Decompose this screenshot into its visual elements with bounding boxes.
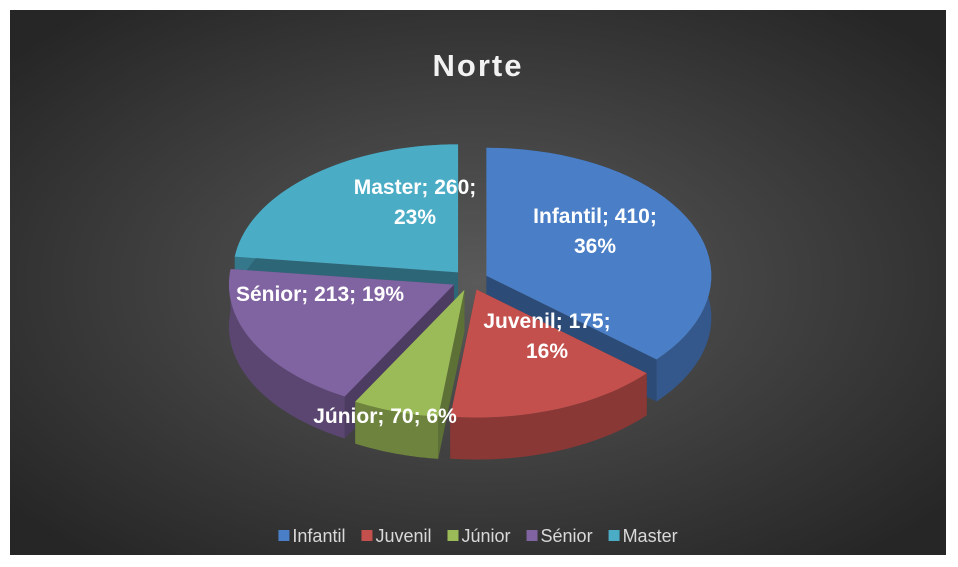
data-label: Infantil; 410; 36% xyxy=(533,205,657,258)
legend-swatch xyxy=(361,530,373,541)
legend-label: Júnior xyxy=(462,526,511,546)
slice-top xyxy=(450,289,647,418)
legend-label: Master xyxy=(623,526,678,546)
slice-top xyxy=(486,147,712,360)
chart-title: Norte xyxy=(433,48,524,83)
chart: Norte Infantil Juvenil Júnior Sénior Master … xyxy=(10,10,946,555)
legend-swatch xyxy=(526,530,538,541)
slice-side xyxy=(355,401,439,459)
legend-label: Infantil xyxy=(292,526,345,546)
data-label: Júnior; 70; 6% xyxy=(313,405,457,428)
slice-top xyxy=(355,289,465,417)
slice-side xyxy=(450,373,647,460)
slice-top xyxy=(228,268,454,397)
slice xyxy=(355,289,465,459)
legend-label: Sénior xyxy=(541,526,593,546)
data-label: Master; 260; 23% xyxy=(353,176,477,229)
slice-side xyxy=(228,268,345,439)
legend-swatch xyxy=(608,530,620,541)
legend-label: Juvenil xyxy=(375,526,431,546)
slice xyxy=(450,289,647,460)
data-label: Sénior; 213; 19% xyxy=(235,283,405,306)
background xyxy=(10,10,946,555)
legend: Infantil Juvenil Júnior Sénior Master xyxy=(278,526,678,546)
legend-swatch xyxy=(447,530,459,541)
slice-top xyxy=(234,144,459,273)
data-label: Juvenil; 175; 16% xyxy=(483,310,611,363)
legend-swatch xyxy=(278,530,290,541)
chart-svg: Norte Infantil Juvenil Júnior Sénior Master xyxy=(10,10,946,555)
